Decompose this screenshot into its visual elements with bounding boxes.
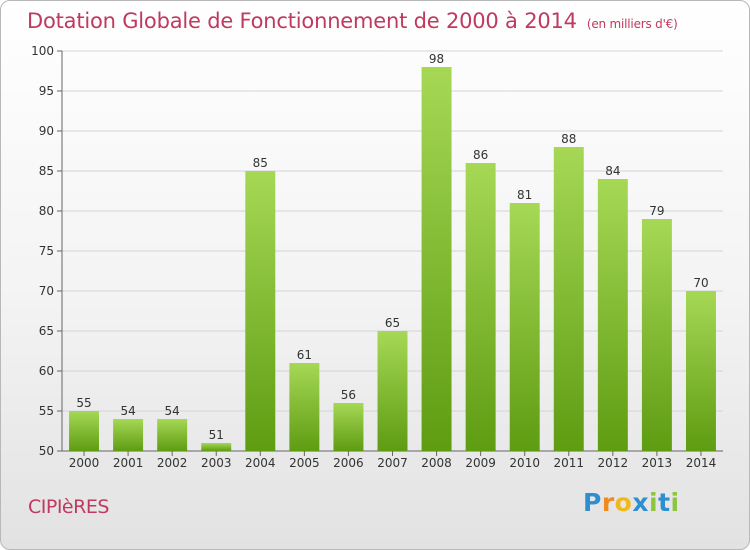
- x-tick-label: 2011: [553, 456, 584, 470]
- bar: [465, 163, 496, 451]
- data-label: 56: [341, 388, 356, 402]
- y-tick-label: 70: [39, 284, 54, 298]
- bar: [641, 219, 672, 451]
- logo-letter: r: [601, 488, 615, 517]
- data-label: 54: [165, 404, 180, 418]
- commune-name: CIPIèRES: [28, 496, 109, 518]
- y-tick-label: 75: [39, 244, 54, 258]
- bar: [333, 403, 364, 451]
- logo-letter: P: [583, 488, 602, 517]
- logo-letter: o: [614, 488, 633, 517]
- data-label: 88: [561, 132, 576, 146]
- x-tick-label: 2004: [245, 456, 276, 470]
- data-label: 70: [693, 276, 708, 290]
- data-label: 65: [385, 316, 400, 330]
- y-tick-label: 65: [39, 324, 54, 338]
- logo-letter: i: [649, 488, 659, 517]
- logo-letter: t: [658, 488, 671, 517]
- y-tick-label: 55: [39, 404, 54, 418]
- proxiti-logo: Proxiti: [583, 488, 680, 517]
- bar: [553, 147, 584, 451]
- chart-subtitle: (en milliers d'€): [586, 17, 678, 31]
- data-label: 81: [517, 188, 532, 202]
- logo-letter: i: [670, 488, 680, 517]
- logo-letter: x: [632, 488, 649, 517]
- y-tick-label: 50: [39, 444, 54, 458]
- x-tick-label: 2000: [69, 456, 100, 470]
- x-tick-label: 2006: [333, 456, 364, 470]
- y-tick-label: 85: [39, 164, 54, 178]
- x-tick-label: 2001: [113, 456, 144, 470]
- bar: [113, 419, 144, 451]
- x-tick-label: 2013: [642, 456, 673, 470]
- y-tick-label: 100: [31, 44, 54, 58]
- data-label: 54: [120, 404, 135, 418]
- data-label: 55: [76, 396, 91, 410]
- bar: [289, 363, 320, 451]
- bar: [157, 419, 188, 451]
- data-label: 84: [605, 164, 620, 178]
- data-label: 51: [209, 428, 224, 442]
- data-label: 85: [253, 156, 268, 170]
- bar: [377, 331, 408, 451]
- x-tick-label: 2007: [377, 456, 408, 470]
- y-tick-label: 80: [39, 204, 54, 218]
- data-label: 98: [429, 52, 444, 66]
- x-tick-label: 2005: [289, 456, 320, 470]
- labels: 50 55 60 65 70 75 80 85 90 95 100 2000 55 2001 54 2002 5…: [31, 44, 716, 470]
- bar: [685, 291, 716, 451]
- x-tick-label: 2002: [157, 456, 188, 470]
- x-tick-label: 2014: [686, 456, 717, 470]
- bars: [69, 67, 716, 451]
- x-tick-label: 2009: [465, 456, 496, 470]
- y-tick-label: 90: [39, 124, 54, 138]
- y-tick-label: 60: [39, 364, 54, 378]
- bar: [245, 171, 276, 451]
- bar: [509, 203, 540, 451]
- bar: [597, 179, 628, 451]
- data-label: 61: [297, 348, 312, 362]
- bar: [69, 411, 100, 451]
- bar: [421, 67, 452, 451]
- x-tick-label: 2012: [598, 456, 629, 470]
- bar: [201, 443, 232, 451]
- chart-title-text: Dotation Globale de Fonctionnement de 20…: [27, 9, 577, 33]
- chart-title: Dotation Globale de Fonctionnement de 20…: [27, 9, 678, 33]
- x-tick-label: 2003: [201, 456, 232, 470]
- data-label: 86: [473, 148, 488, 162]
- x-tick-label: 2008: [421, 456, 452, 470]
- y-tick-label: 95: [39, 84, 54, 98]
- x-tick-label: 2010: [509, 456, 540, 470]
- data-label: 79: [649, 204, 664, 218]
